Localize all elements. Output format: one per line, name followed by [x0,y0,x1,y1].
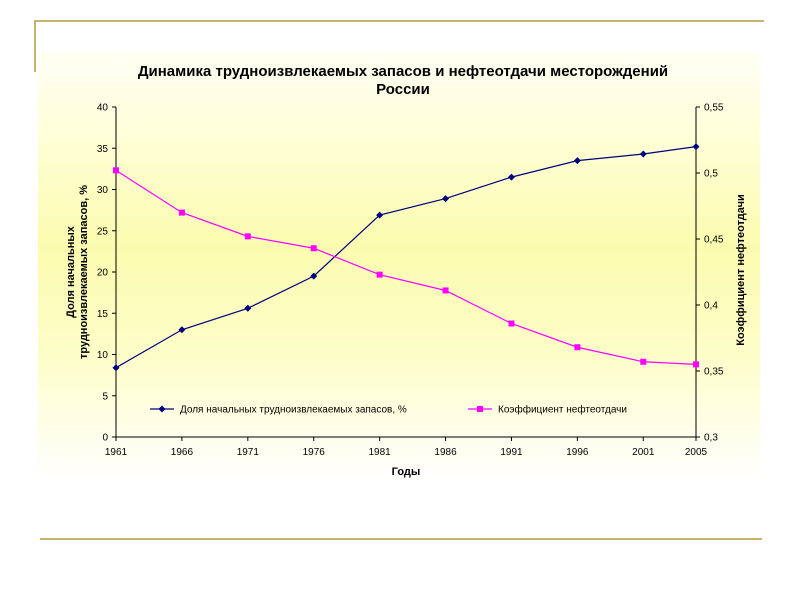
legend: Доля начальных трудноизвлекаемых запасов… [150,404,627,416]
left-y-ticks: 0 5 10 15 20 25 30 35 40 [97,103,116,444]
left-tick-label: 0 [102,433,108,444]
left-tick-label: 40 [97,103,109,114]
x-tick-label: 1976 [303,447,326,458]
series-2-point [178,209,185,216]
series-2-point [113,167,119,174]
left-tick-label: 20 [97,268,109,279]
series-2-point [640,358,647,365]
legend-label-1: Доля начальных трудноизвлекаемых запасов… [180,405,407,416]
series-2-point [574,344,581,351]
right-tick-label: 0,4 [704,301,718,312]
series-1-point [692,143,700,151]
series-1-point [112,364,120,372]
left-y-axis-label: Доля начальных трудноизвлекаемых запасов… [65,185,90,359]
left-tick-label: 5 [102,391,108,402]
left-tick-label: 30 [97,185,109,196]
series-1-point [376,211,384,219]
series-2-point [244,233,251,240]
right-tick-label: 0,35 [704,367,724,378]
series-2-point [693,361,699,368]
left-tick-label: 15 [97,309,109,320]
x-axis-label: Годы [392,466,421,478]
left-tick-label: 10 [97,350,109,361]
series-2-point [310,245,317,252]
right-tick-label: 0,45 [704,235,724,246]
series-line-2 [115,169,697,365]
right-tick-label: 0,5 [704,169,718,180]
left-y-axis-label-line-2: трудноизвлекаемых запасов, % [78,185,90,359]
series-1-point [442,195,450,203]
x-tick-label: 1966 [171,447,194,458]
right-y-axis-label-text: Коэффициент нефтеотдачи [735,194,747,346]
right-tick-label: 0,55 [704,103,724,114]
x-ticks: 1961 1966 1971 1976 1981 1986 1991 1996 2001 2005 [105,437,708,458]
frame-top-line [34,20,764,22]
left-y-axis-label-line-1: Доля начальных [65,225,77,318]
frame-bottom-line [40,538,762,540]
series-2-point [508,320,515,327]
series-1-point [310,272,318,280]
right-y-ticks: 0,3 0,35 0,4 0,45 0,5 0,55 [696,103,724,444]
x-tick-label: 1961 [105,447,128,458]
chart-title-line-2: России [376,81,430,98]
chart-background [38,52,760,482]
legend-marker-1 [158,405,166,413]
series-line-1 [115,146,697,369]
series-1-point [639,150,647,158]
left-tick-label: 35 [97,144,109,155]
left-tick-label: 25 [97,226,109,237]
legend-marker-2 [477,406,483,412]
series-1-point [507,173,515,181]
x-tick-label: 2001 [632,447,655,458]
series-2-point [376,271,383,278]
frame-left-line [34,20,36,72]
x-tick-label: 2005 [685,447,708,458]
x-tick-label: 1971 [237,447,260,458]
legend-label-2: Коэффициент нефтеотдачи [498,404,627,416]
right-tick-label: 0,3 [704,433,718,444]
x-tick-label: 1991 [500,447,523,458]
series-1-point [244,304,252,312]
chart-title-line-1: Динамика трудноизвлекаемых запасов и неф… [138,63,668,80]
series-layer [112,143,700,372]
series-1-point [178,326,186,334]
x-tick-label: 1986 [434,447,457,458]
series-2-point [442,287,449,294]
x-tick-label: 1996 [566,447,589,458]
right-y-axis-label: Коэффициент нефтеотдачи [735,194,747,346]
x-tick-label: 1981 [369,447,392,458]
series-1-point [573,157,581,165]
